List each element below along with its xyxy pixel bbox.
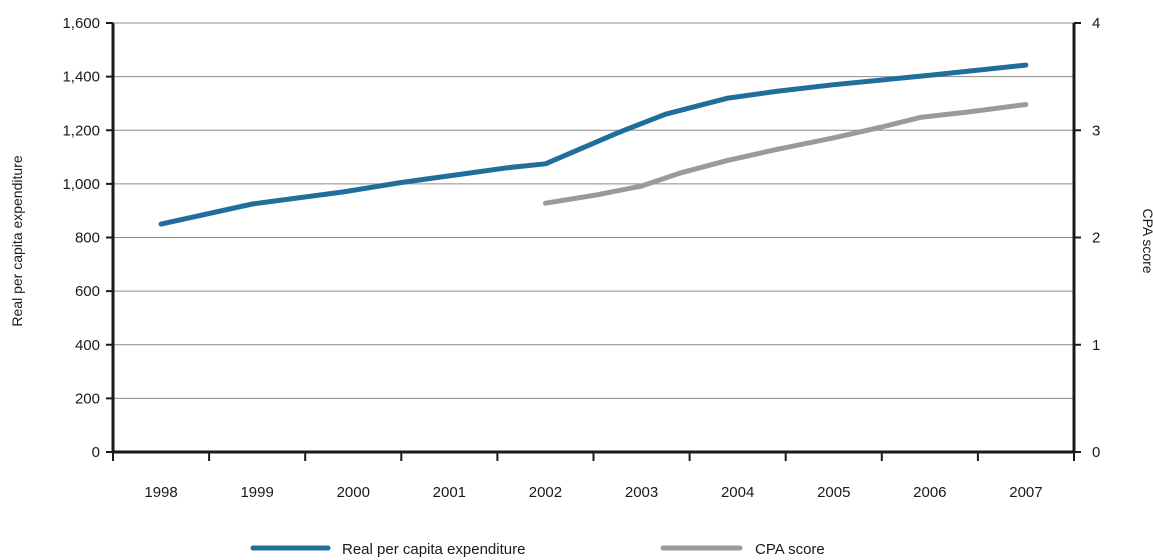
y-axis-left-tick-label: 1,000	[62, 176, 100, 193]
y-axis-left-tick-label: 600	[75, 283, 100, 300]
series-lines	[158, 62, 1029, 227]
x-axis-tick-label: 2006	[913, 484, 946, 501]
y-axis-right-title: CPA score	[1140, 208, 1153, 273]
x-axis-tick-label: 2005	[817, 484, 850, 501]
y-axis-right-tick-label: 3	[1092, 122, 1100, 139]
x-axis-tick-label: 1999	[240, 484, 273, 501]
x-axis-tick-label: 2007	[1009, 484, 1042, 501]
x-axis-tick-label: 2001	[433, 484, 466, 501]
x-axis-tick-label: 1998	[144, 484, 177, 501]
axes: 0 200 400 600 800 1,000 1,200 1,400 1,600 0 1 2 3 4 19…	[62, 15, 1100, 501]
y-axis-right-tick-label: 2	[1092, 230, 1100, 247]
legend-item: Real per capita expenditure	[250, 541, 525, 558]
y-axis-left-tick-label: 1,600	[62, 15, 100, 32]
series-line-expenditure	[158, 62, 1029, 227]
y-axis-left-tick-label: 0	[92, 444, 100, 461]
series-line-cpa-score	[543, 102, 1029, 206]
y-axis-left-title: Real per capita expenditure	[9, 155, 25, 326]
x-axis-tick-label: 2000	[337, 484, 370, 501]
y-axis-left-tick-label: 1,400	[62, 69, 100, 86]
y-axis-left-tick-label: 200	[75, 390, 100, 407]
legend-label: CPA score	[755, 541, 825, 558]
y-axis-left-tick-label: 800	[75, 230, 100, 247]
gridlines	[113, 22, 1074, 399]
legend-label: Real per capita expenditure	[342, 541, 525, 558]
y-axis-right-tick-label: 1	[1092, 337, 1100, 354]
legend-item: CPA score	[660, 541, 825, 558]
y-axis-right-tick-label: 0	[1092, 444, 1100, 461]
y-axis-left-tick-label: 1,200	[62, 122, 100, 139]
y-axis-right-tick-label: 4	[1092, 15, 1100, 32]
legend: Real per capita expenditure CPA score	[250, 541, 825, 558]
y-axis-left-tick-label: 400	[75, 337, 100, 354]
x-axis-tick-label: 2002	[529, 484, 562, 501]
x-axis-tick-label: 2003	[625, 484, 658, 501]
x-axis-tick-label: 2004	[721, 484, 754, 501]
